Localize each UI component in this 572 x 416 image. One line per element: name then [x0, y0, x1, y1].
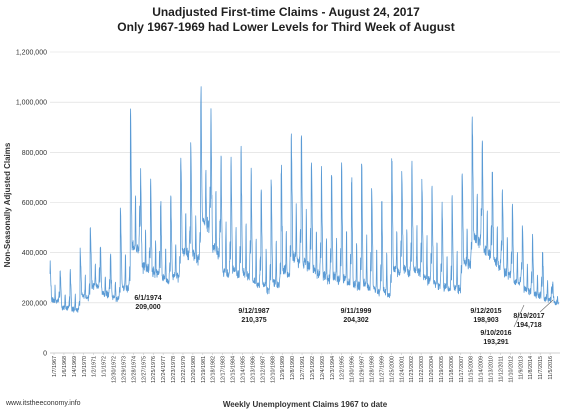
x-tick-label: 11/23/2002 — [409, 356, 415, 383]
annotation: 9/10/2016 193,291 — [480, 330, 511, 346]
x-tick-label: 11/25/2000 — [389, 356, 395, 383]
x-tick-label: 11/9/2013 — [518, 356, 524, 380]
callout-line — [513, 304, 525, 328]
x-tick-label: 11/29/1997 — [360, 356, 366, 383]
x-tick-label: 11/5/2016 — [548, 356, 554, 380]
series-line-claims — [49, 86, 560, 313]
annotation-date: 8/19/2017 — [513, 313, 544, 320]
annotation-date: 9/12/2015 — [470, 308, 501, 315]
y-tick-label: 1,000,000 — [16, 100, 47, 107]
annotation: 9/11/1999 204,302 — [341, 308, 372, 324]
annotation-value: 198,903 — [473, 317, 498, 324]
x-tick-label: 12/2/1995 — [340, 356, 346, 380]
source-url: www.itstheeconomy.info — [5, 400, 81, 407]
x-tick-label: 11/17/2007 — [459, 356, 465, 383]
x-tick-label: 11/12/2011 — [498, 356, 504, 382]
x-tick-label: 11/8/2014 — [528, 356, 534, 380]
x-tick-label: 12/27/1975 — [141, 356, 147, 383]
annotation: 9/12/1987 210,375 — [238, 308, 269, 324]
x-tick-label: 12/18/1982 — [211, 356, 217, 383]
x-axis-ticks: 1/7/1967 1/6/1968 1/4/1969 1/3/1970 1/2/1971… — [52, 353, 554, 383]
x-tick-label: 1/4/1969 — [72, 356, 78, 377]
annotation-value: 204,302 — [343, 317, 368, 324]
annotation: 9/12/2015 198,903 — [470, 308, 501, 324]
x-tick-label: 12/19/1981 — [201, 356, 207, 383]
x-tick-label: 11/20/2004 — [429, 356, 435, 383]
x-tick-label: 11/24/2001 — [399, 356, 405, 383]
x-tick-label: 11/22/2003 — [419, 356, 425, 383]
x-tick-label: 11/10/2012 — [508, 356, 514, 383]
x-tick-label: 12/30/1972 — [112, 356, 118, 383]
x-tick-label: 12/25/1976 — [151, 356, 157, 383]
annotation-date: 6/1/1974 — [134, 295, 161, 302]
y-axis-ticks: 0 200,000 400,000 600,000 800,000 1,000,000 1,… — [16, 50, 47, 358]
annotation-value: 194,718 — [516, 322, 541, 329]
x-tick-label: 12/22/1979 — [181, 356, 187, 383]
x-tick-label: 1/3/1970 — [82, 356, 88, 377]
x-tick-label: 12/28/1974 — [131, 356, 137, 383]
annotation: 8/19/2017 194,718 — [513, 313, 544, 329]
gridlines — [50, 51, 560, 304]
x-tick-label: 12/17/1983 — [221, 356, 227, 383]
x-tick-label: 1/2/1971 — [92, 356, 98, 377]
annotations: 6/1/1974 209,000 9/12/1987 210,375 9/11/1999… — [134, 295, 554, 346]
annotation-date: 9/10/2016 — [480, 330, 511, 337]
annotation-value: 210,375 — [241, 317, 266, 324]
x-tick-label: 11/13/2010 — [489, 356, 495, 383]
x-tick-label: 11/28/1998 — [369, 356, 375, 383]
x-tick-label: 12/5/1992 — [310, 356, 316, 380]
x-tick-label: 1/1/1972 — [102, 356, 108, 377]
x-tick-label: 11/30/1996 — [350, 356, 356, 383]
x-tick-label: 12/15/1984 — [231, 356, 237, 383]
x-tick-label: 12/14/1985 — [241, 356, 247, 383]
x-tick-label: 12/10/1988 — [270, 356, 276, 383]
x-tick-label: 11/7/2015 — [538, 356, 544, 380]
annotation: 6/1/1974 209,000 — [134, 295, 161, 311]
x-tick-label: 11/19/2005 — [439, 356, 445, 383]
y-tick-label: 0 — [43, 351, 47, 358]
chart-title: Unadjusted First-time Claims - August 24… — [152, 5, 420, 19]
x-axis-label: Weekly Unemployment Claims 1967 to date — [223, 400, 388, 409]
x-tick-label: 12/24/1977 — [161, 356, 167, 383]
x-tick-label: 12/9/1989 — [280, 356, 286, 380]
x-tick-label: 12/8/1990 — [290, 356, 296, 380]
x-tick-label: 11/15/2008 — [469, 356, 475, 383]
x-tick-label: 12/20/1980 — [191, 356, 197, 383]
x-tick-label: 12/3/1994 — [330, 356, 336, 380]
x-tick-label: 1/6/1968 — [62, 356, 68, 377]
x-tick-label: 12/7/1991 — [300, 356, 306, 380]
x-tick-label: 12/29/1973 — [121, 356, 127, 383]
x-tick-label: 12/23/1978 — [171, 356, 177, 383]
chart-subtitle: Only 1967-1969 had Lower Levels for Thir… — [117, 20, 454, 34]
annotation-date: 9/11/1999 — [341, 308, 372, 315]
y-tick-label: 600,000 — [22, 200, 47, 207]
x-tick-label: 11/18/2006 — [449, 356, 455, 383]
y-tick-label: 400,000 — [22, 250, 47, 257]
annotation-value: 209,000 — [135, 304, 160, 311]
annotation-date: 9/12/1987 — [238, 308, 269, 315]
x-tick-label: 12/4/1993 — [320, 356, 326, 380]
y-tick-label: 1,200,000 — [16, 50, 47, 57]
annotation-value: 193,291 — [483, 339, 508, 346]
x-tick-label: 12/12/1987 — [260, 356, 266, 383]
x-tick-label: 1/7/1967 — [52, 356, 58, 377]
y-tick-label: 200,000 — [22, 300, 47, 307]
y-tick-label: 800,000 — [22, 150, 47, 157]
x-tick-label: 11/27/1999 — [379, 356, 385, 383]
x-tick-label: 11/14/2009 — [479, 356, 485, 383]
x-tick-label: 12/13/1986 — [250, 356, 256, 383]
y-axis-label: Non-Seasonally Adjusted Claims — [3, 142, 12, 267]
callout-line — [539, 299, 554, 313]
